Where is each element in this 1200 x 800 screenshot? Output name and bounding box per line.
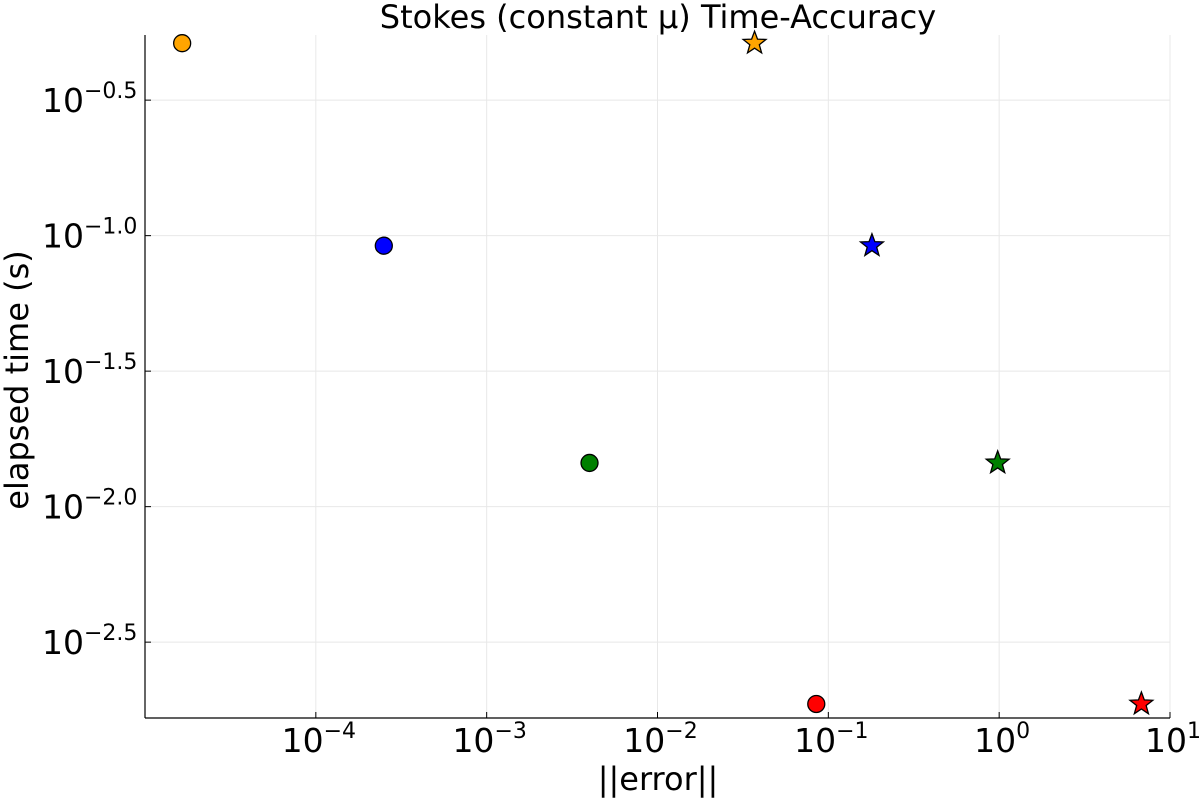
y-axis-title: elapsed time (s): [0, 250, 36, 509]
data-point-circle: [807, 694, 826, 714]
x-tick-label: 101: [1145, 719, 1200, 760]
x-axis-title: ||error||: [598, 760, 719, 798]
x-tick-label: 10−1: [794, 719, 868, 760]
x-tick-label: 100: [974, 719, 1030, 760]
data-point-star: [858, 231, 886, 257]
y-tick-label: 10−2.0: [42, 486, 137, 527]
data-point-circle: [173, 34, 192, 53]
x-tick-label: 10−2: [623, 719, 697, 760]
data-points: [173, 29, 1155, 716]
data-point-circle: [580, 453, 599, 473]
y-tick-label: 10−0.5: [42, 79, 137, 120]
data-point-star: [984, 449, 1011, 475]
y-tick-label: 10−2.5: [42, 621, 137, 662]
y-tick-label: 10−1.5: [42, 350, 137, 391]
data-point-star: [1128, 690, 1155, 716]
grid: [145, 35, 1171, 718]
chart-title: Stokes (constant μ) Time-Accuracy: [380, 0, 936, 36]
ticks: 10−4 10−3 10−2 10−1 100 101 10−0.5 10−1.0 10−1.5…: [42, 79, 1200, 760]
x-tick-label: 10−4: [282, 719, 356, 760]
data-point-circle: [374, 236, 393, 255]
y-tick-label: 10−1.0: [42, 215, 137, 256]
x-tick-label: 10−3: [452, 719, 526, 760]
data-point-star: [741, 29, 768, 55]
